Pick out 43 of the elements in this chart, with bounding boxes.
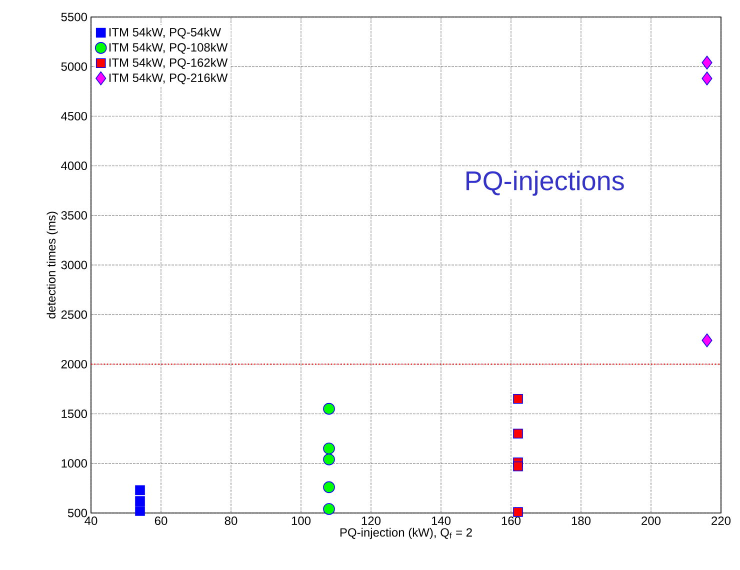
point [323,402,335,415]
point [513,394,523,404]
x-tick-label: 220 [712,516,731,526]
point [323,442,335,454]
point [323,503,335,515]
x-tick-label: 40 [84,516,98,526]
y-tick-label: 1000 [62,459,88,468]
point [135,506,145,516]
y-tick-label: 500 [68,508,88,518]
x-tick-label: 100 [292,516,311,526]
y-tick-label: 5000 [61,62,88,71]
x-tick-label: 160 [502,516,521,526]
point [513,507,523,517]
y-tick-label: 4500 [61,112,88,120]
legend-label: ITM 54kW, PQ-54kW [109,28,221,39]
x-tick-label: 60 [154,516,168,526]
x-tick-label: 200 [642,516,661,526]
point [513,428,523,439]
x-tick-label: 80 [224,516,238,526]
y-tick-label: 2000 [61,360,88,368]
legend-label: ITM 54kW, PQ-162kW [109,58,228,69]
point [702,72,712,86]
y-tick-label: 2500 [61,310,88,319]
point [135,485,145,496]
y-tick-label: 4000 [61,162,88,170]
y-axis-title: detection times (ms) [46,212,58,319]
y-tick-label: 3000 [61,260,88,270]
point [513,461,523,472]
x-tick-label: 120 [362,516,381,526]
annotation: PQ-injections [466,170,624,196]
legend-label: ITM 54kW, PQ-216kW [109,73,228,84]
y-tick-label: 5500 [61,12,88,22]
point [323,481,335,494]
point [702,56,712,70]
point [323,454,335,466]
x-axis-title: PQ-injection (kW), Q$_{f}$ = 2 [340,528,472,540]
y-tick-label: 1500 [62,410,88,418]
point [135,496,145,506]
y-tick-label: 3500 [61,211,88,220]
point [702,333,712,348]
x-tick-label: 180 [572,516,591,526]
legend-label: ITM 54kW, PQ-108kW [109,42,228,54]
x-tick-label: 140 [432,516,451,526]
